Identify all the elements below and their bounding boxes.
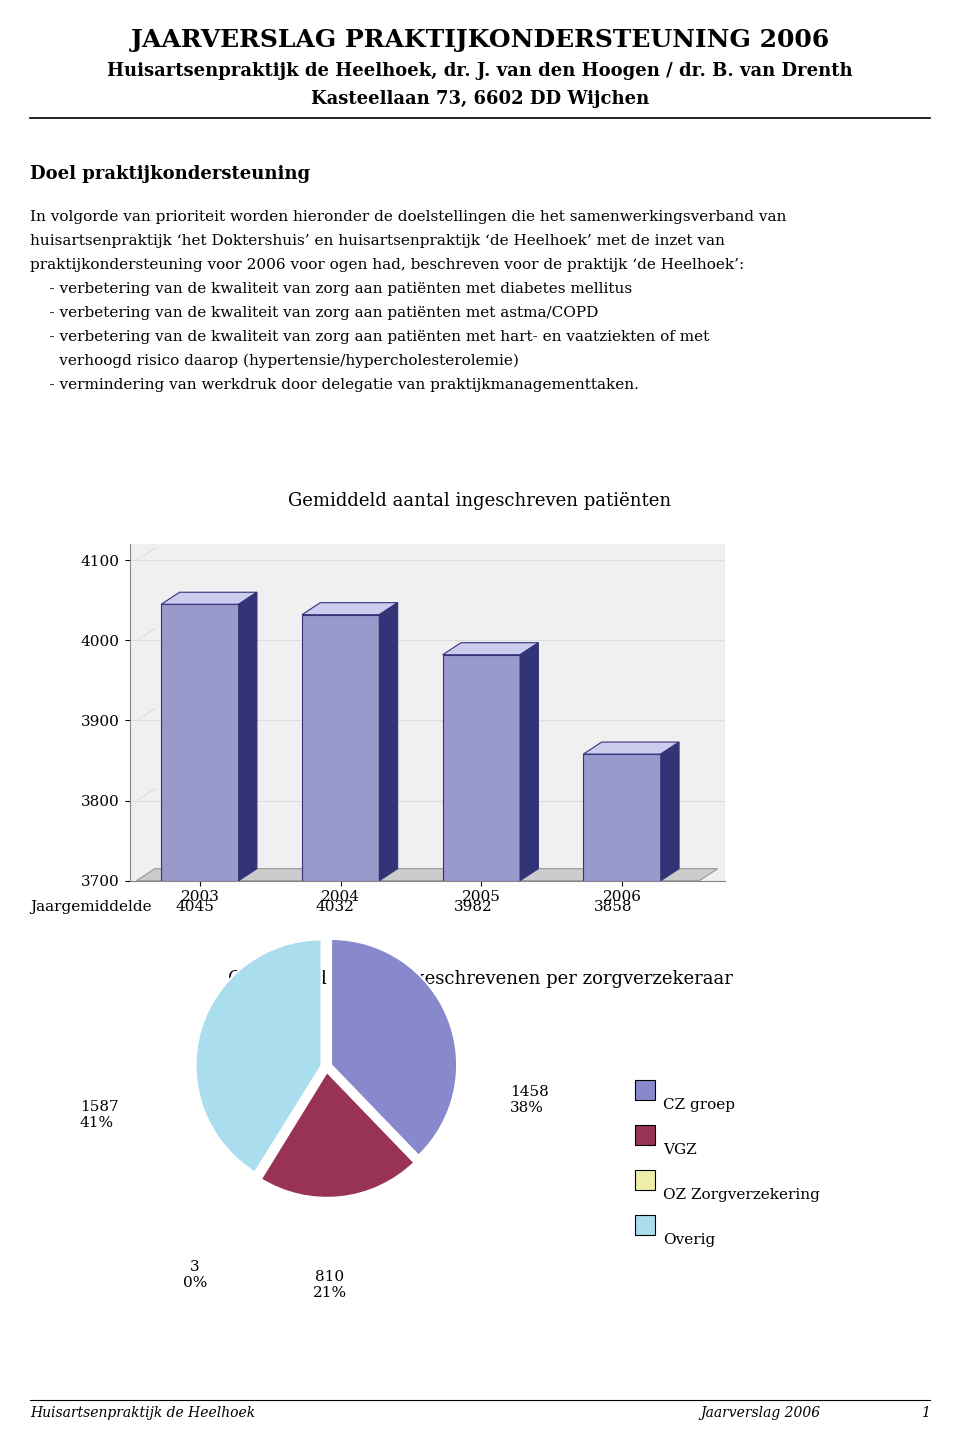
Text: verhoogd risico daarop (hypertensie/hypercholesterolemie): verhoogd risico daarop (hypertensie/hype…	[30, 354, 518, 368]
Text: - verbetering van de kwaliteit van zorg aan patiënten met diabetes mellitus: - verbetering van de kwaliteit van zorg …	[30, 282, 632, 296]
Bar	[635, 1170, 655, 1190]
Text: Huisartsenpraktijk de Heelhoek, dr. J. van den Hoogen / dr. B. van Drenth: Huisartsenpraktijk de Heelhoek, dr. J. v…	[108, 62, 852, 80]
Bar	[584, 755, 660, 881]
Text: VGZ: VGZ	[663, 1143, 697, 1157]
Text: JAARVERSLAG PRAKTIJKONDERSTEUNING 2006: JAARVERSLAG PRAKTIJKONDERSTEUNING 2006	[131, 29, 829, 52]
Text: - verbetering van de kwaliteit van zorg aan patiënten met astma/COPD: - verbetering van de kwaliteit van zorg …	[30, 306, 598, 319]
Text: Gemiddeld aantal ingeschrevenen per zorgverzekeraar: Gemiddeld aantal ingeschrevenen per zorg…	[228, 969, 732, 988]
Text: Jaarverslag 2006: Jaarverslag 2006	[700, 1406, 820, 1421]
Wedge shape	[331, 939, 457, 1156]
Bar	[635, 1214, 655, 1234]
Text: 3858: 3858	[593, 899, 633, 914]
Text: 3
0%: 3 0%	[182, 1260, 207, 1290]
Wedge shape	[261, 1071, 415, 1197]
Text: 1: 1	[922, 1406, 930, 1421]
Wedge shape	[257, 1071, 324, 1179]
Text: In volgorde van prioriteit worden hieronder de doelstellingen die het samenwerki: In volgorde van prioriteit worden hieron…	[30, 211, 786, 223]
Text: CZ groep: CZ groep	[663, 1098, 735, 1113]
Text: Doel praktijkondersteuning: Doel praktijkondersteuning	[30, 165, 310, 183]
Polygon shape	[520, 643, 539, 881]
Polygon shape	[136, 869, 718, 881]
Text: - verbetering van de kwaliteit van zorg aan patiënten met hart- en vaatziekten o: - verbetering van de kwaliteit van zorg …	[30, 329, 709, 344]
Polygon shape	[443, 643, 539, 654]
Text: 4032: 4032	[316, 899, 354, 914]
Text: OZ Zorgverzekering: OZ Zorgverzekering	[663, 1189, 820, 1201]
Text: 3982: 3982	[454, 899, 492, 914]
Bar	[443, 654, 520, 881]
Bar	[635, 1080, 655, 1100]
Text: 4045: 4045	[176, 899, 214, 914]
Text: Jaargemiddelde: Jaargemiddelde	[30, 899, 152, 914]
Text: Kasteellaan 73, 6602 DD Wijchen: Kasteellaan 73, 6602 DD Wijchen	[311, 90, 649, 107]
Polygon shape	[239, 593, 257, 881]
Text: Overig: Overig	[663, 1233, 715, 1247]
Polygon shape	[584, 742, 679, 755]
Polygon shape	[379, 603, 397, 881]
Bar	[161, 604, 239, 881]
Text: 1587
41%: 1587 41%	[80, 1100, 119, 1130]
Text: praktijkondersteuning voor 2006 voor ogen had, beschreven voor de praktijk ‘de H: praktijkondersteuning voor 2006 voor oge…	[30, 258, 744, 272]
Text: 1458
38%: 1458 38%	[510, 1085, 549, 1116]
Polygon shape	[302, 603, 397, 614]
Text: Huisartsenpraktijk de Heelhoek: Huisartsenpraktijk de Heelhoek	[30, 1406, 255, 1421]
Polygon shape	[161, 593, 257, 604]
Text: 810
21%: 810 21%	[313, 1270, 348, 1300]
Text: - vermindering van werkdruk door delegatie van praktijkmanagementtaken.: - vermindering van werkdruk door delegat…	[30, 378, 638, 392]
Bar	[302, 614, 379, 881]
Text: Gemiddeld aantal ingeschreven patiënten: Gemiddeld aantal ingeschreven patiënten	[288, 493, 672, 510]
Text: huisartsenpraktijk ‘het Doktershuis’ en huisartsenpraktijk ‘de Heelhoek’ met de : huisartsenpraktijk ‘het Doktershuis’ en …	[30, 233, 725, 248]
Polygon shape	[660, 742, 679, 881]
Bar	[635, 1126, 655, 1146]
Wedge shape	[196, 939, 322, 1173]
